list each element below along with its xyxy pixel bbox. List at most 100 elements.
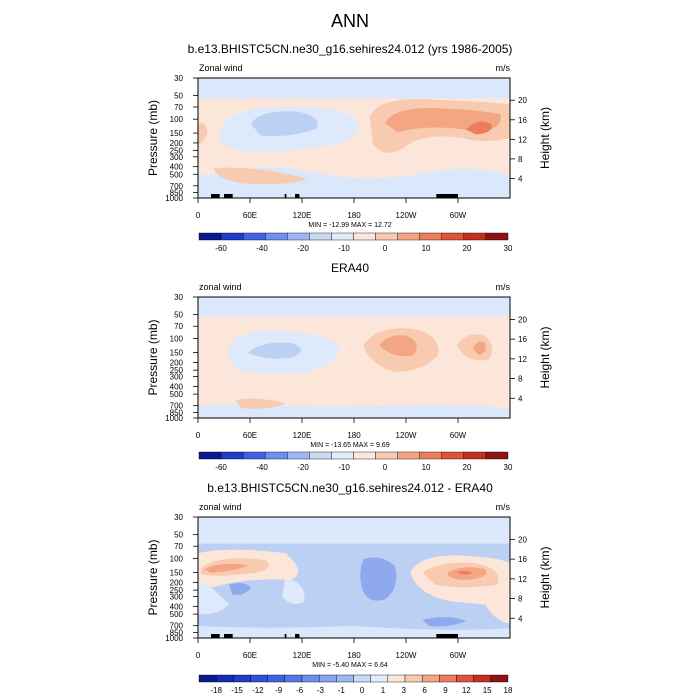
colorbar-swatch: [309, 451, 332, 460]
y-axis-label: Pressure (mb): [146, 539, 160, 615]
topography-mask: [211, 194, 220, 198]
y2-axis-label: Height (km): [538, 546, 552, 608]
y-tick-label: 100: [170, 115, 184, 124]
y2-tick-label: 16: [518, 335, 527, 344]
colorbar-label: 20: [463, 244, 472, 253]
y-tick-label: 200: [170, 139, 184, 148]
colorbar-swatch: [456, 674, 474, 683]
y-tick-label: 1000: [165, 414, 183, 423]
y-tick-label: 400: [170, 163, 184, 172]
colorbar-swatch: [397, 451, 420, 460]
x-tick-label: 180: [347, 431, 361, 440]
panel-1: b.e13.BHISTC5CN.ne30_g16.sehires24.012 (…: [146, 42, 552, 253]
y2-tick-label: 8: [518, 375, 523, 384]
colorbar-swatch: [404, 674, 423, 683]
colorbar-swatch: [318, 674, 337, 683]
contour-region: [235, 398, 286, 409]
x-tick-label: 60E: [243, 211, 257, 220]
y-tick-label: 1000: [165, 194, 183, 203]
colorbar-label: -1: [338, 686, 346, 695]
colorbar-label: -20: [297, 463, 309, 472]
contour-region: [213, 167, 308, 185]
contour-region: [198, 122, 208, 144]
contour-field: [198, 517, 510, 638]
colorbar-swatch: [265, 451, 288, 460]
colorbar-swatch: [473, 674, 492, 683]
panels: b.e13.BHISTC5CN.ne30_g16.sehires24.012 (…: [146, 42, 552, 695]
x-tick-label: 120W: [396, 651, 417, 660]
contour-region: [282, 577, 305, 604]
colorbar-swatch: [198, 232, 222, 241]
y-tick-label: 30: [174, 513, 183, 522]
colorbar-swatch: [421, 674, 440, 683]
x-tick-label: 120E: [293, 651, 312, 660]
colorbar-label: -6: [296, 686, 304, 695]
y-tick-label: 850: [170, 188, 184, 197]
topography-mask: [436, 194, 458, 198]
x-tick-label: 60W: [450, 211, 467, 220]
panel-title: b.e13.BHISTC5CN.ne30_g16.sehires24.012 -…: [207, 481, 493, 495]
x-tick-label: 0: [196, 211, 201, 220]
y-tick-label: 400: [170, 382, 184, 391]
x-tick-label: 120W: [396, 431, 417, 440]
y-tick-label: 70: [174, 542, 183, 551]
colorbar-swatch: [242, 451, 266, 460]
figure-title: ANN: [331, 11, 369, 31]
contour-region: [198, 575, 230, 615]
colorbar-swatch: [215, 674, 234, 683]
min-max-label: MIN = -5.40 MAX = 6.64: [312, 662, 388, 669]
contour-region: [204, 563, 248, 573]
colorbar-swatch: [220, 232, 244, 241]
min-max-label: MIN = -13.65 MAX = 9.69: [310, 442, 389, 449]
y-tick-label: 70: [174, 322, 183, 331]
y2-axis-label: Height (km): [538, 326, 552, 388]
topography-mask: [224, 194, 233, 198]
y-tick-label: 300: [170, 153, 184, 162]
colorbar-label: 6: [422, 686, 427, 695]
colorbar-swatch: [463, 451, 487, 460]
colorbar-swatch: [331, 232, 354, 241]
colorbar-label: -20: [297, 244, 309, 253]
y2-tick-label: 16: [518, 116, 527, 125]
contour-field: [198, 78, 510, 198]
y-tick-label: 30: [174, 293, 183, 302]
colorbar-label: 0: [383, 463, 388, 472]
colorbar-swatch: [336, 674, 354, 683]
y-tick-label: 400: [170, 602, 184, 611]
contour-region: [360, 557, 397, 601]
units-label: m/s: [496, 502, 511, 512]
y2-tick-label: 12: [518, 355, 527, 364]
colorbar-swatch: [353, 232, 376, 241]
y-tick-label: 700: [170, 182, 184, 191]
contour-region: [422, 617, 467, 627]
y-tick-label: 250: [170, 147, 184, 156]
colorbar-label: -60: [215, 244, 227, 253]
y2-tick-label: 12: [518, 135, 527, 144]
y2-tick-label: 4: [518, 394, 523, 403]
y-tick-label: 100: [170, 555, 184, 564]
colorbar-swatch: [463, 232, 487, 241]
units-label: m/s: [496, 63, 511, 73]
colorbar-swatch: [353, 451, 376, 460]
y2-tick-label: 8: [518, 595, 523, 604]
y-tick-label: 500: [170, 170, 184, 179]
contour-region: [247, 342, 301, 359]
colorbar-swatch: [353, 674, 371, 683]
y2-tick-label: 4: [518, 174, 523, 183]
colorbar-label: 20: [463, 463, 472, 472]
topography-mask: [295, 194, 300, 198]
colorbar-swatch: [387, 674, 406, 683]
y-tick-label: 200: [170, 578, 184, 587]
y-tick-label: 700: [170, 622, 184, 631]
y2-tick-label: 12: [518, 575, 527, 584]
y2-tick-label: 20: [518, 96, 527, 105]
y2-tick-label: 16: [518, 555, 527, 564]
colorbar-swatch: [198, 451, 222, 460]
topography-mask: [211, 634, 220, 638]
colorbar-swatch: [375, 451, 398, 460]
y-tick-label: 150: [170, 349, 184, 358]
colorbar-label: 30: [504, 244, 513, 253]
contour-region: [457, 570, 473, 575]
colorbar-label: 10: [422, 244, 431, 253]
